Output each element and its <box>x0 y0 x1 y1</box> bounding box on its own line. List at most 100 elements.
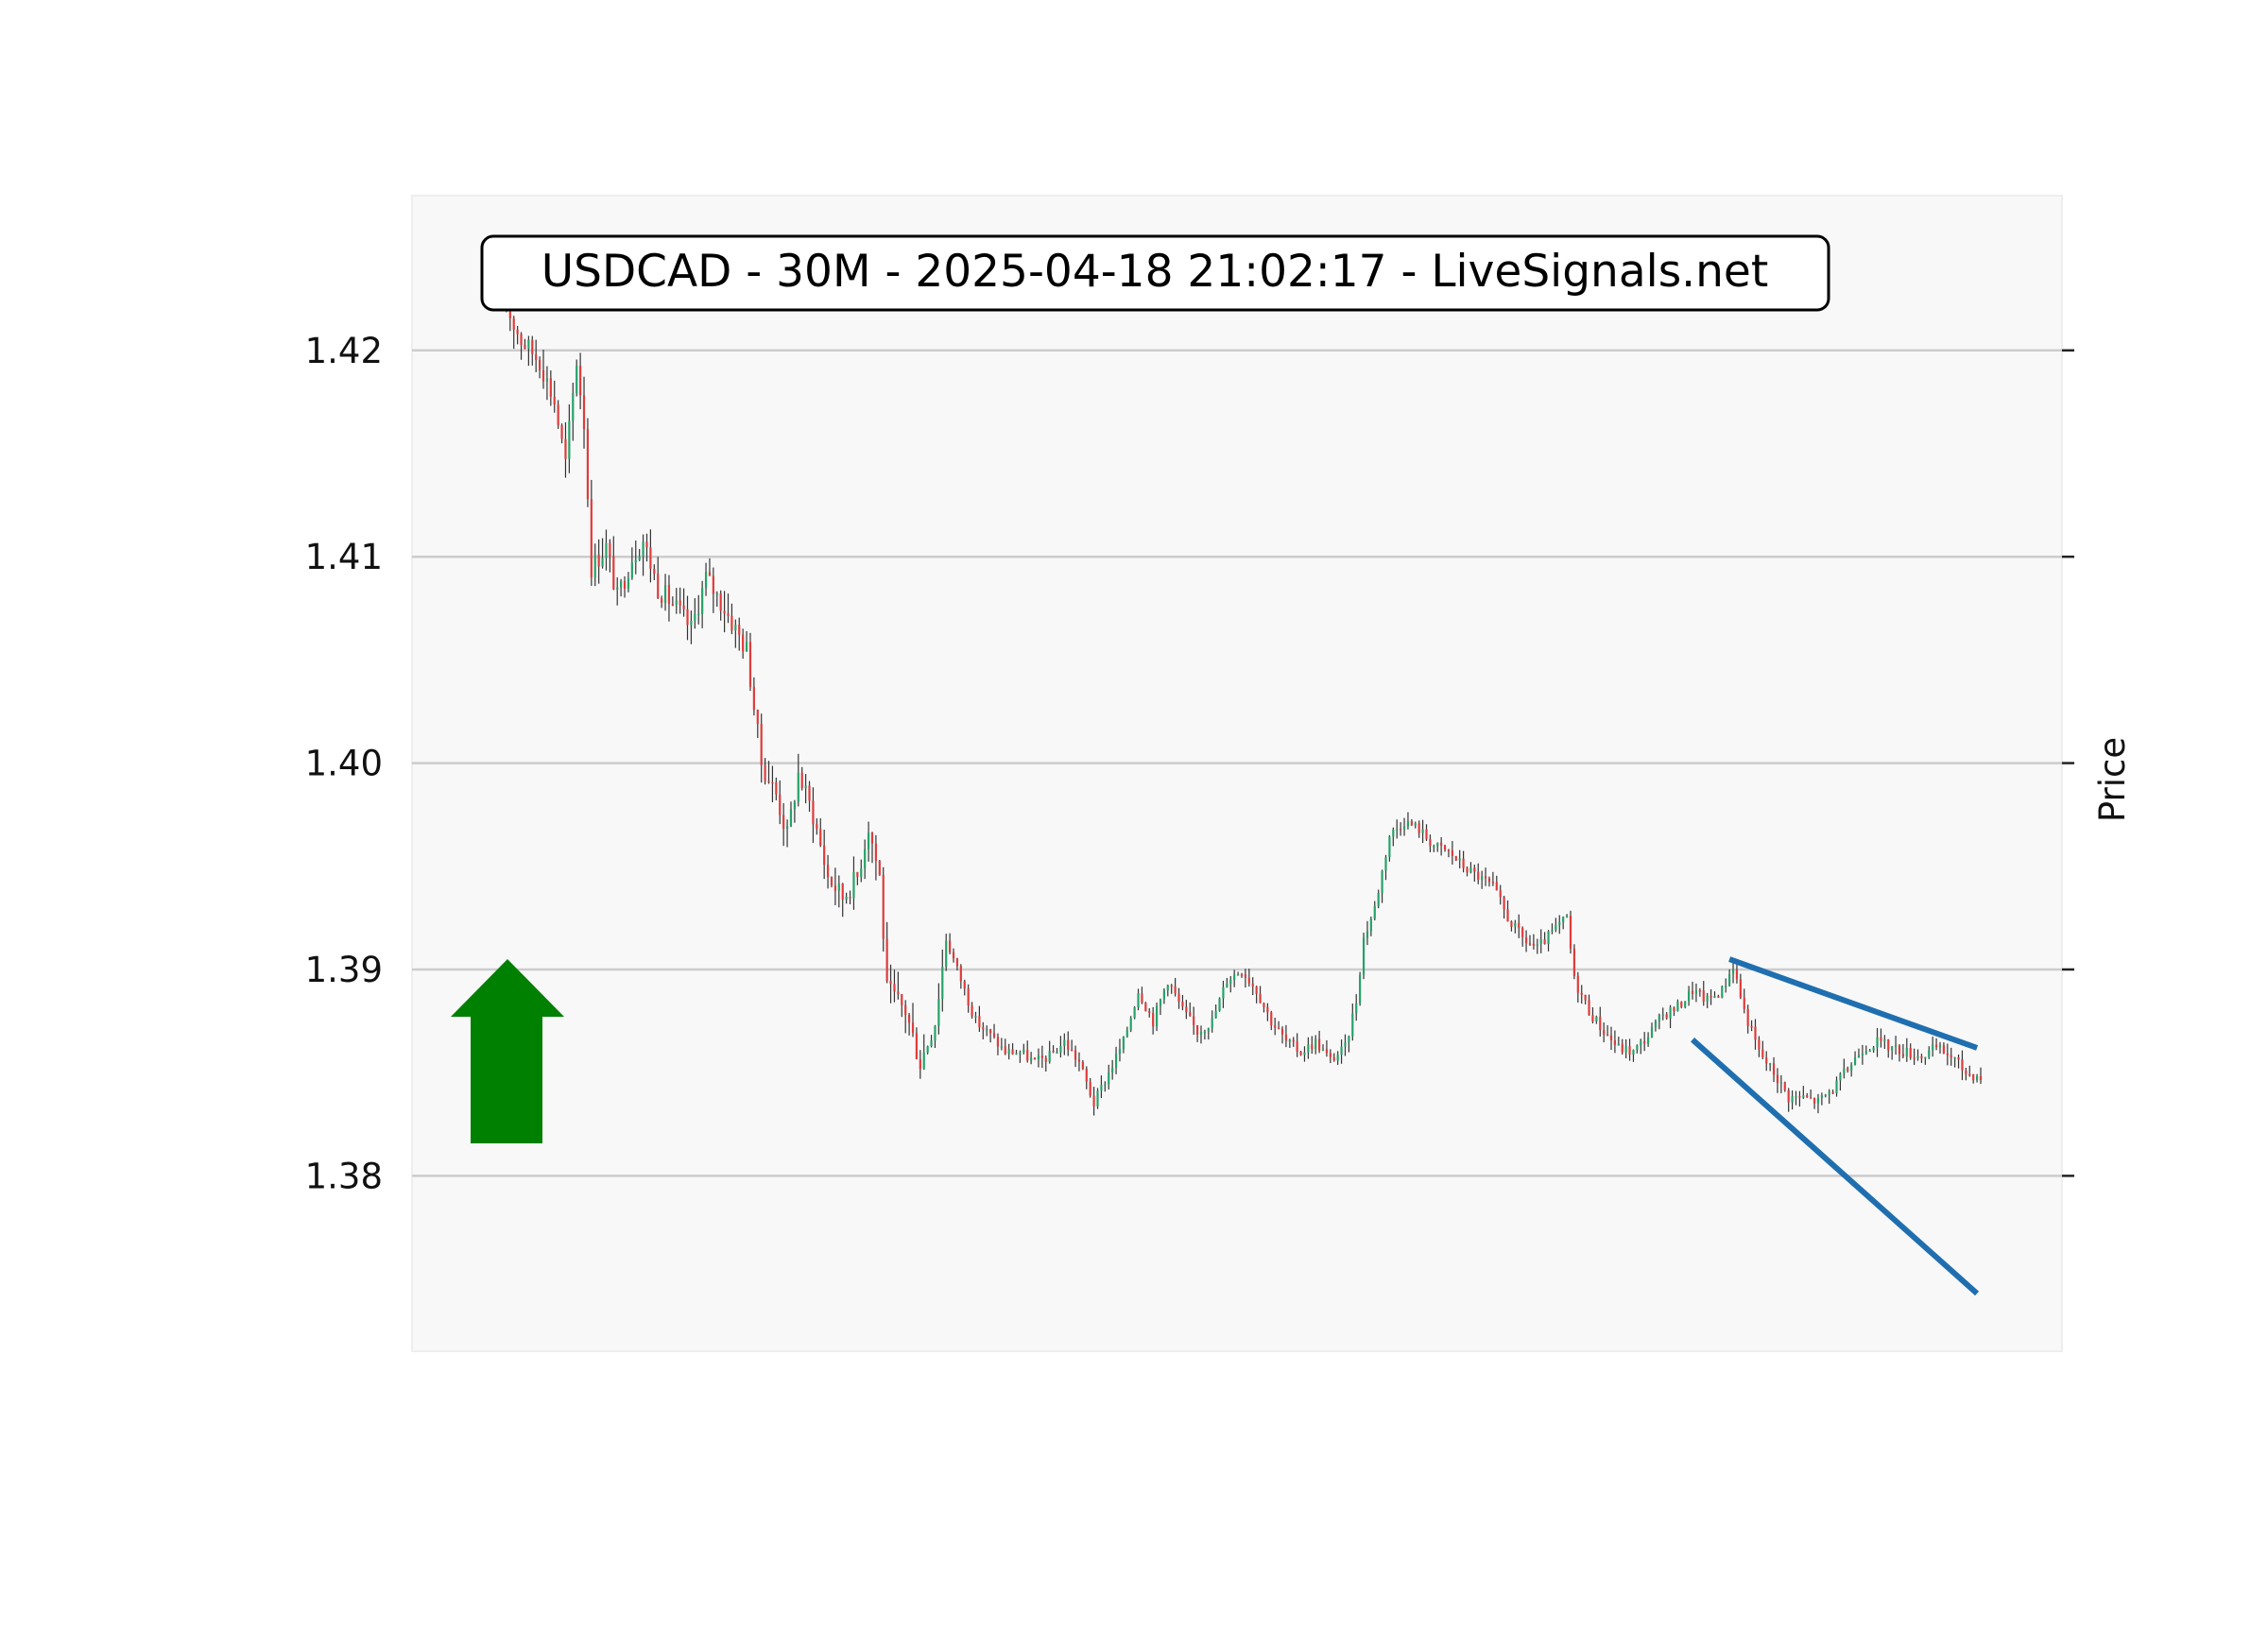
candle-body <box>1934 1044 1938 1048</box>
candle-body <box>1000 1046 1003 1048</box>
candle-body <box>833 885 836 891</box>
candle-body <box>864 849 867 868</box>
candle-body <box>1688 990 1691 1002</box>
candle-body <box>1059 1045 1062 1053</box>
candle-body <box>1366 931 1369 938</box>
candle-body <box>826 865 830 878</box>
candle-body <box>1536 944 1538 946</box>
candle-body <box>816 824 818 830</box>
candle-body <box>582 395 586 430</box>
candle-body <box>1193 1016 1195 1025</box>
candle-body <box>1580 992 1583 995</box>
candle-body <box>915 1033 919 1059</box>
candle-body <box>819 829 822 846</box>
candle-body <box>1658 1014 1660 1021</box>
candle-body <box>1739 979 1742 998</box>
candle-body <box>986 1029 988 1031</box>
candle-body <box>841 884 844 901</box>
candle-body <box>1314 1038 1317 1050</box>
candle-body <box>1758 1039 1761 1050</box>
candle-body <box>856 871 859 877</box>
candle-body <box>1779 1082 1782 1084</box>
candle-body <box>1259 993 1262 1004</box>
candle-body <box>893 984 896 992</box>
candle-body <box>657 574 660 599</box>
candle-body <box>1321 1049 1325 1051</box>
candle-body <box>1454 856 1457 861</box>
candle-body <box>1481 876 1484 881</box>
candle-body <box>1152 1012 1155 1027</box>
candle-body <box>1898 1045 1901 1055</box>
candle-body <box>1181 1002 1184 1007</box>
candle-body <box>649 547 652 569</box>
candle-body <box>1056 1052 1058 1055</box>
candle-body <box>1624 1046 1627 1053</box>
candle-body <box>1928 1050 1931 1057</box>
candle-body <box>782 815 785 830</box>
candle-body <box>1725 986 1727 987</box>
candle-body <box>1539 938 1542 945</box>
candle-body <box>949 940 952 952</box>
candle-body <box>1425 829 1428 839</box>
candle-body <box>823 845 826 866</box>
candle-body <box>520 334 523 346</box>
candle-body <box>771 781 774 784</box>
candle-body <box>1211 1018 1213 1029</box>
candle-body <box>1092 1095 1095 1107</box>
candle-body <box>1968 1073 1971 1076</box>
candle-body <box>767 781 770 782</box>
candle-body <box>1684 1001 1687 1007</box>
candle-body <box>1731 969 1735 974</box>
candle-body <box>1599 1016 1602 1031</box>
candle-body <box>1643 1040 1646 1044</box>
candle-body <box>1713 996 1716 998</box>
candle-body <box>1640 1040 1642 1046</box>
candle-body <box>1299 1052 1302 1055</box>
up-arrow-icon <box>451 959 564 1143</box>
candle-body <box>1114 1054 1118 1069</box>
candle-body <box>1754 1026 1757 1040</box>
candle-body <box>1377 892 1380 906</box>
candle-body <box>1077 1059 1081 1062</box>
candle-body <box>1864 1051 1867 1054</box>
candle-body <box>1144 1003 1147 1011</box>
candle-body <box>1495 882 1498 891</box>
candle-body <box>564 438 567 459</box>
candle-body <box>1850 1064 1853 1072</box>
y-axis-label: Price <box>2092 737 2133 822</box>
candle-body <box>1067 1039 1070 1050</box>
candle-body <box>1843 1068 1846 1074</box>
candle-body <box>1155 1005 1159 1027</box>
candle-body <box>1284 1034 1288 1041</box>
candle-body <box>1222 987 1225 999</box>
candle-body <box>1447 849 1451 851</box>
candle-body <box>845 897 848 901</box>
candle-body <box>745 642 748 652</box>
candle-body <box>727 613 730 616</box>
candle-body <box>1307 1044 1310 1053</box>
candle-body <box>934 1025 936 1041</box>
candle-body <box>1487 878 1491 883</box>
candle-body <box>1883 1038 1886 1041</box>
candle-body <box>1466 867 1469 873</box>
candle-body <box>1174 986 1177 994</box>
candle-body <box>1743 997 1745 1009</box>
candle-body <box>1957 1056 1960 1060</box>
candle-body <box>1170 985 1173 987</box>
candle-body <box>1240 974 1244 976</box>
candle-body <box>715 593 718 595</box>
candle-body <box>1292 1039 1295 1042</box>
candle-body <box>1236 974 1240 976</box>
candle-body <box>1831 1091 1834 1094</box>
candle-body <box>1503 897 1505 910</box>
candle-body <box>1429 838 1432 847</box>
candle-body <box>1185 1006 1188 1013</box>
candle-body <box>1857 1055 1861 1058</box>
candle-body <box>1244 974 1247 978</box>
candle-body <box>1816 1097 1820 1104</box>
candle-body <box>667 585 671 605</box>
candle-body <box>1052 1051 1055 1053</box>
candle-body <box>1369 918 1372 932</box>
candle-body <box>1565 916 1569 918</box>
candle-body <box>516 329 519 335</box>
